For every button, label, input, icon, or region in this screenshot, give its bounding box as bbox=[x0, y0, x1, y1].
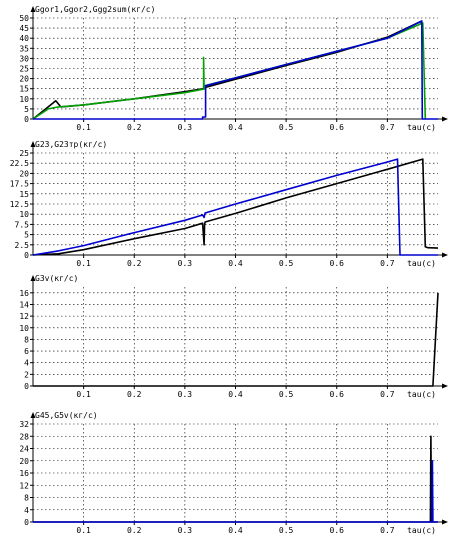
y-tick-label: 10 bbox=[19, 210, 29, 219]
y-tick-label: 20 bbox=[19, 457, 29, 466]
x-tick-label: 0.3 bbox=[178, 259, 193, 268]
x-tick-label: 0.1 bbox=[76, 259, 91, 268]
x-axis-title: tau(c) bbox=[407, 123, 436, 132]
x-tick-label: 0.6 bbox=[330, 123, 345, 132]
y-tick-label: 20 bbox=[19, 75, 29, 84]
x-tick-label: 0.2 bbox=[127, 526, 142, 535]
y-tick-label: 20 bbox=[19, 169, 29, 178]
x-tick-label: 0.7 bbox=[380, 259, 395, 268]
x-tick-label: 0.3 bbox=[178, 123, 193, 132]
chart-panel-2: 0.1 0.2 0.3 0.4 0.5 0.6 0.7 02.55 7.51012.51517.… bbox=[10, 140, 448, 268]
y-tick-label: 8 bbox=[24, 335, 29, 344]
y-tick-label: 22.5 bbox=[10, 159, 29, 168]
x-tick-label: 0.4 bbox=[228, 259, 243, 268]
y-tick-label: 5 bbox=[24, 231, 29, 240]
y-tick-label: 15 bbox=[19, 190, 29, 199]
series-line-1 bbox=[33, 292, 439, 387]
y-tick-label: 0 bbox=[24, 115, 29, 124]
series-line-1 bbox=[32, 20, 423, 120]
x-axis-title: tau(c) bbox=[407, 259, 436, 268]
y-tick-label: 45 bbox=[19, 24, 29, 33]
series-line-2 bbox=[33, 459, 438, 523]
series-line-3 bbox=[33, 20, 438, 120]
series-line-1 bbox=[32, 158, 439, 256]
x-axis-arrow bbox=[442, 519, 448, 525]
x-tick-label: 0.2 bbox=[127, 390, 142, 399]
y-tick-label: 0 bbox=[24, 382, 29, 391]
x-tick-label: 0.6 bbox=[330, 390, 345, 399]
x-tick-label: 0.2 bbox=[127, 123, 142, 132]
y-tick-label: 2.5 bbox=[15, 241, 30, 250]
y-tick-label: 25 bbox=[19, 65, 29, 74]
x-tick-label: 0.5 bbox=[279, 123, 294, 132]
panel-title: G23,G23тр(кг/с) bbox=[35, 140, 107, 149]
y-tick-label: 2 bbox=[24, 370, 29, 379]
y-tick-label: 0 bbox=[24, 518, 29, 527]
series-line-2 bbox=[32, 21, 427, 120]
chart-panel-3: 0.1 0.2 0.3 0.4 0.5 0.6 0.7 0 2 4 6 8 10 12 14 16 G3v(кг… bbox=[19, 274, 448, 399]
y-tick-label: 0 bbox=[24, 251, 29, 260]
y-axis-arrow bbox=[30, 412, 36, 418]
y-tick-label: 32 bbox=[19, 420, 29, 429]
series-line-2 bbox=[32, 158, 438, 256]
x-tick-label: 0.2 bbox=[127, 259, 142, 268]
panel-title: G45,G5v(кг/с) bbox=[35, 411, 98, 420]
chart-panel-4: 0.1 0.2 0.3 0.4 0.5 0.6 0.7 0 4 8 12 16 20 24 28 32 G45,… bbox=[19, 411, 448, 535]
x-tick-label: 0.5 bbox=[279, 390, 294, 399]
x-tick-label: 0.5 bbox=[279, 259, 294, 268]
x-tick-label: 0.6 bbox=[330, 259, 345, 268]
y-axis-arrow bbox=[30, 6, 36, 12]
y-tick-label: 25 bbox=[19, 149, 29, 158]
y-tick-label: 10 bbox=[19, 95, 29, 104]
panel-title: Ggor1,Ggor2,Ggg2sum(кг/с) bbox=[35, 5, 155, 14]
x-axis-arrow bbox=[442, 116, 448, 122]
x-tick-label: 0.7 bbox=[380, 526, 395, 535]
x-tick-label: 0.1 bbox=[76, 123, 91, 132]
x-tick-label: 0.6 bbox=[330, 526, 345, 535]
x-tick-label: 0.4 bbox=[228, 526, 243, 535]
y-tick-label: 14 bbox=[19, 300, 29, 309]
y-tick-label: 30 bbox=[19, 54, 29, 63]
y-axis-arrow bbox=[30, 275, 36, 281]
x-axis-arrow bbox=[442, 252, 448, 258]
y-tick-label: 16 bbox=[19, 289, 29, 298]
y-tick-label: 8 bbox=[24, 494, 29, 503]
x-axis-arrow bbox=[442, 383, 448, 389]
y-tick-label: 6 bbox=[24, 347, 29, 356]
y-tick-label: 4 bbox=[24, 359, 29, 368]
y-tick-label: 12 bbox=[19, 312, 29, 321]
y-axis-arrow bbox=[30, 141, 36, 147]
x-tick-label: 0.4 bbox=[228, 390, 243, 399]
x-tick-label: 0.7 bbox=[380, 123, 395, 132]
y-tick-label: 17.5 bbox=[10, 180, 29, 189]
x-tick-label: 0.3 bbox=[178, 390, 193, 399]
y-tick-label: 40 bbox=[19, 34, 29, 43]
y-tick-label: 15 bbox=[19, 85, 29, 94]
x-tick-label: 0.5 bbox=[279, 526, 294, 535]
y-tick-label: 28 bbox=[19, 432, 29, 441]
x-axis-title: tau(c) bbox=[407, 526, 436, 535]
x-tick-label: 0.3 bbox=[178, 526, 193, 535]
x-tick-label: 0.1 bbox=[76, 390, 91, 399]
y-tick-label: 7.5 bbox=[15, 220, 30, 229]
x-tick-label: 0.7 bbox=[380, 390, 395, 399]
x-axis-title: tau(c) bbox=[407, 390, 436, 399]
y-tick-label: 12 bbox=[19, 481, 29, 490]
y-tick-label: 24 bbox=[19, 445, 29, 454]
y-tick-label: 10 bbox=[19, 324, 29, 333]
y-tick-label: 12.5 bbox=[10, 200, 29, 209]
y-tick-label: 16 bbox=[19, 469, 29, 478]
x-tick-label: 0.1 bbox=[76, 526, 91, 535]
panel-title: G3v(кг/с) bbox=[35, 274, 78, 283]
y-tick-label: 50 bbox=[19, 14, 29, 23]
y-tick-label: 4 bbox=[24, 506, 29, 515]
y-tick-label: 35 bbox=[19, 44, 29, 53]
y-tick-label: 5 bbox=[24, 105, 29, 114]
x-tick-label: 0.4 bbox=[228, 123, 243, 132]
